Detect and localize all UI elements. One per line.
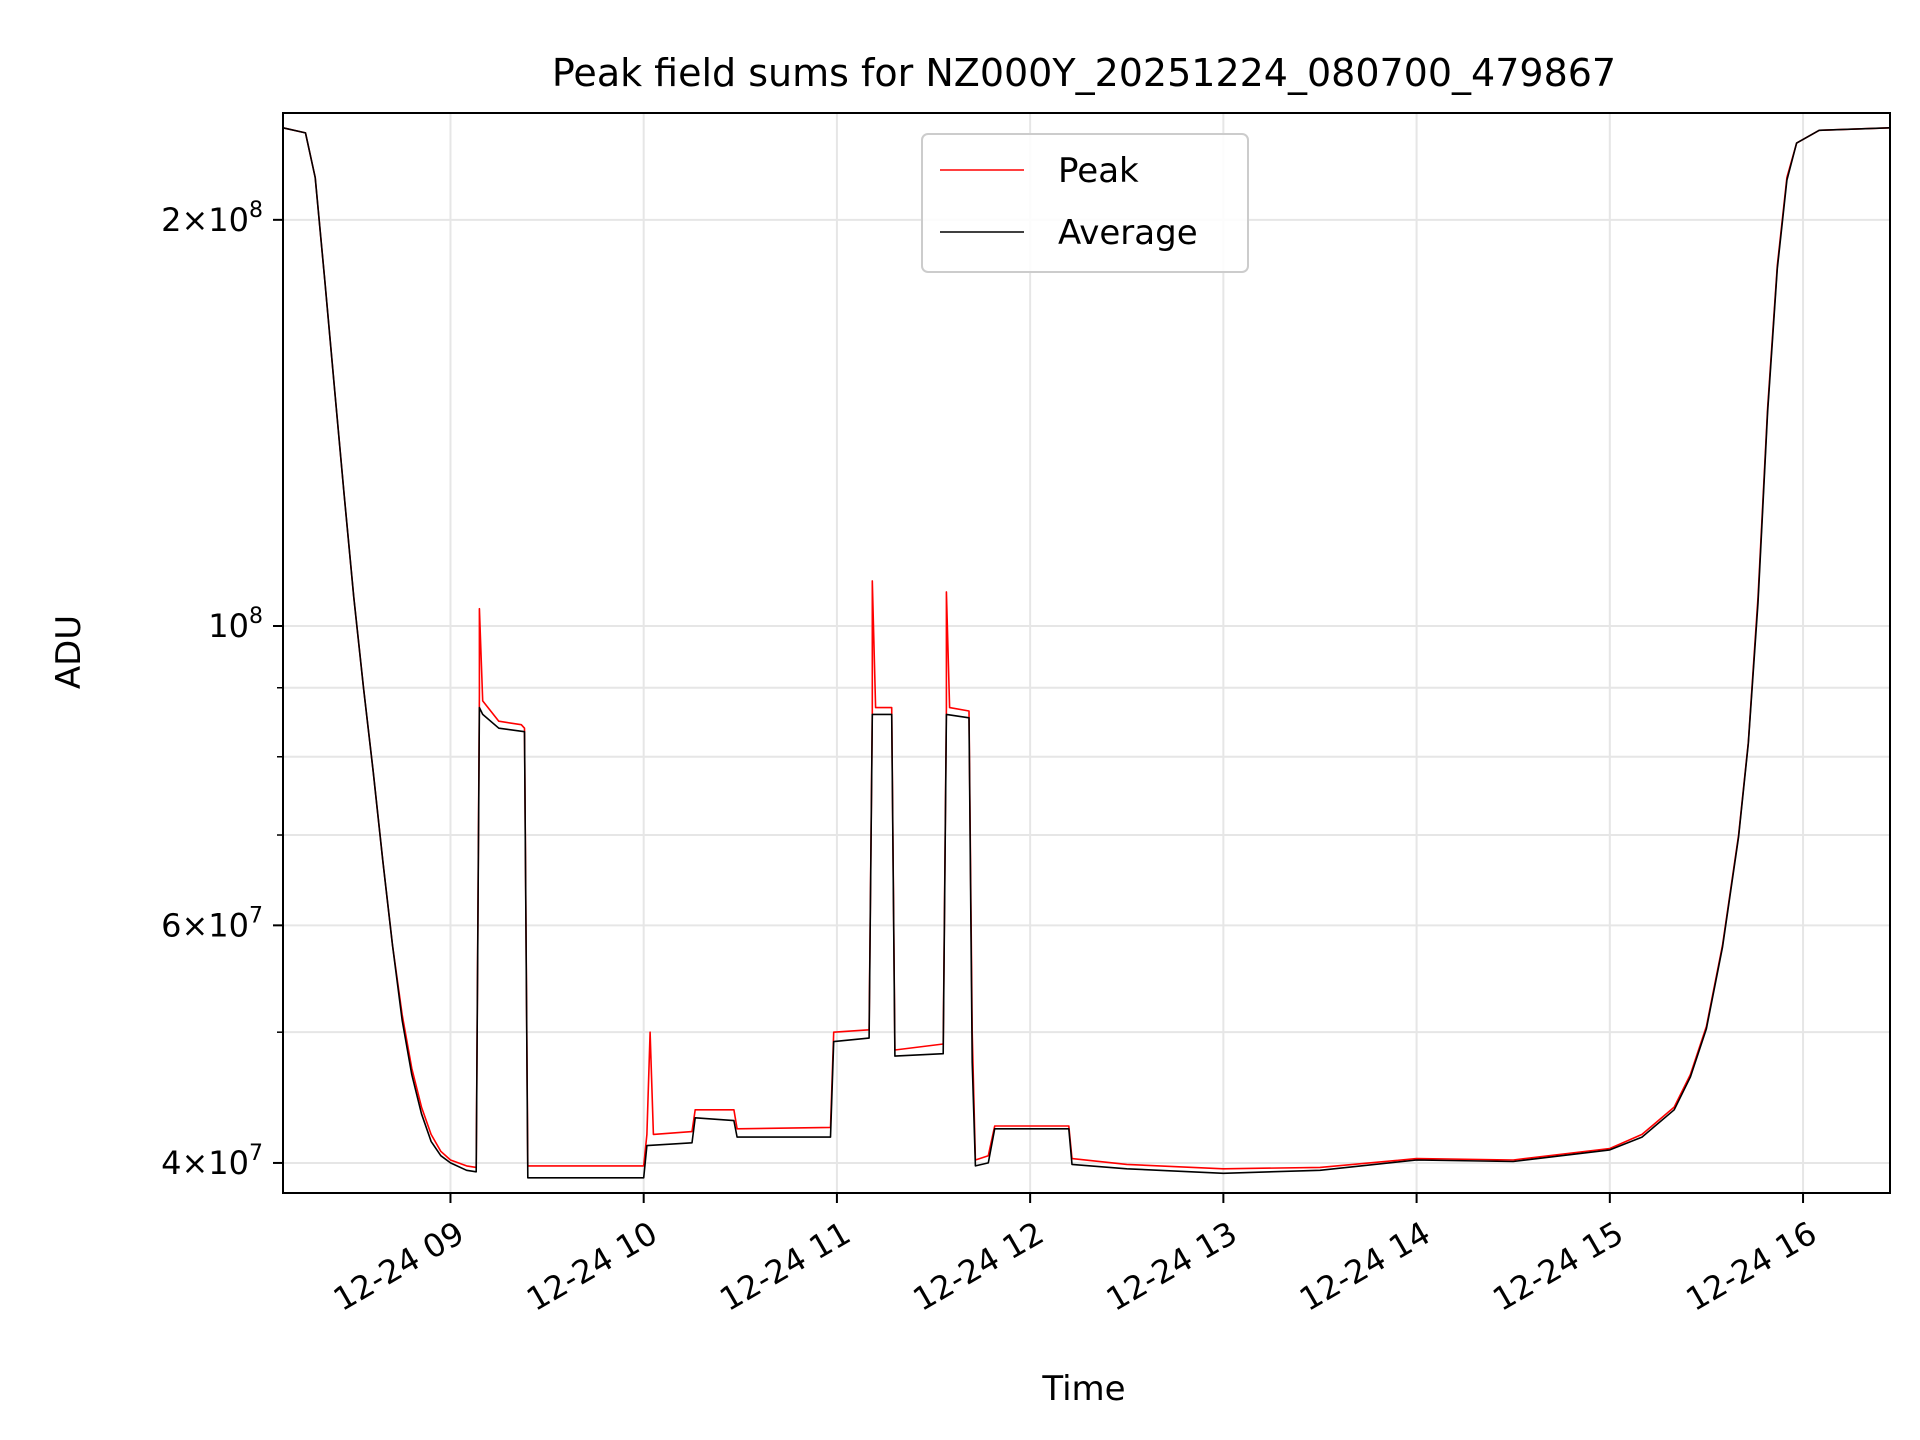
y-tick-label: 6×107 — [161, 903, 263, 944]
y-tick-base: 10 — [208, 1144, 249, 1182]
x-axis-label: Time — [1041, 1369, 1125, 1409]
y-axis-label: ADU — [49, 615, 89, 689]
legend: Peak Average — [921, 133, 1249, 273]
y-tick-exponent: 8 — [249, 198, 263, 223]
legend-box — [921, 133, 1249, 273]
legend-label-average: Average — [1058, 213, 1198, 253]
y-tick-label: 4×107 — [161, 1141, 263, 1182]
y-tick-label: 108 — [208, 604, 263, 645]
grid — [283, 113, 1890, 1193]
y-tick-times: × — [181, 906, 208, 944]
y-tick-base: 10 — [208, 201, 249, 239]
plot-frame — [282, 112, 1891, 1194]
legend-label-peak: Peak — [1058, 151, 1139, 191]
y-tick-exponent: 7 — [249, 1141, 263, 1166]
y-tick-mantissa: 4 — [161, 1144, 181, 1182]
series-line-average — [282, 127, 1891, 1179]
y-tick-mantissa: 2 — [161, 201, 181, 239]
y-tick-times: × — [181, 201, 208, 239]
y-tick-mantissa: 6 — [161, 906, 181, 944]
chart-title: Peak field sums for NZ000Y_20251224_0807… — [552, 51, 1616, 95]
y-tick-exponent: 7 — [249, 903, 263, 928]
series-line-peak — [282, 127, 1891, 1170]
series-layer — [282, 127, 1891, 1179]
y-tick-exponent: 8 — [249, 604, 263, 629]
y-tick-base: 10 — [208, 607, 249, 645]
y-tick-times: × — [181, 1144, 208, 1182]
y-tick-base: 10 — [208, 906, 249, 944]
y-tick-label: 2×108 — [161, 198, 263, 239]
